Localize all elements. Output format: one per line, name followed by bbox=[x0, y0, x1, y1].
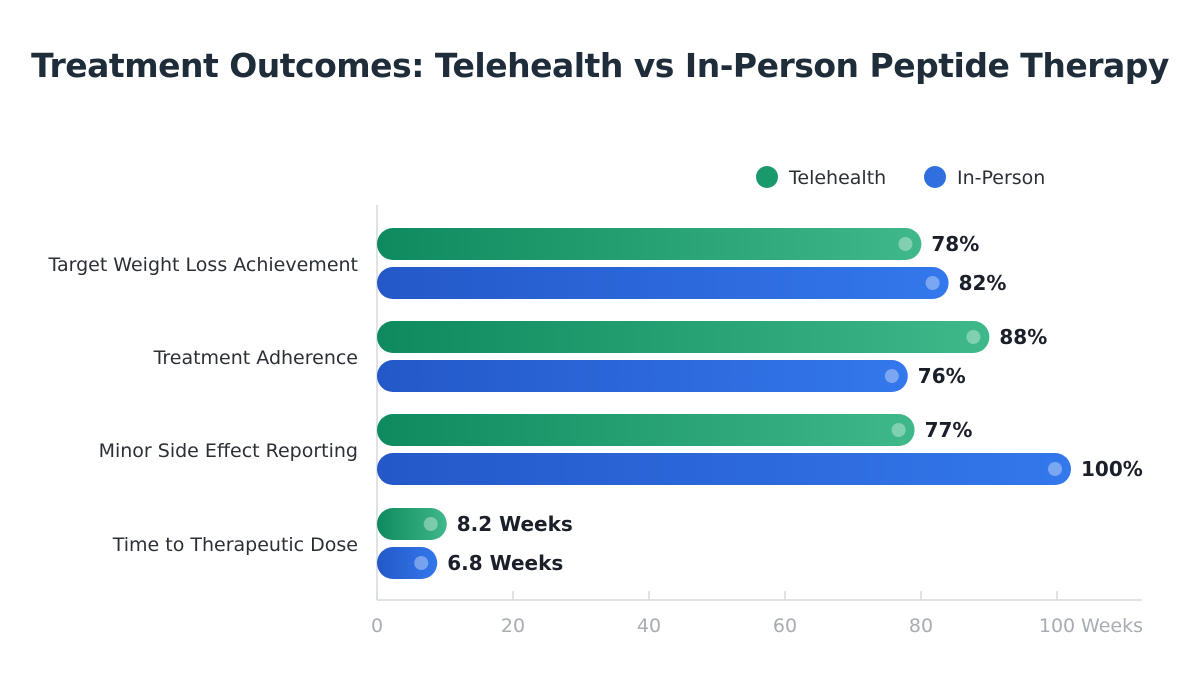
bar-in-person bbox=[377, 453, 1071, 485]
legend-swatch-in-person bbox=[924, 166, 946, 188]
bar-end-dot bbox=[1048, 462, 1062, 476]
bar-end-dot bbox=[414, 556, 429, 570]
legend-label: In-Person bbox=[957, 167, 1045, 189]
x-tick-label: 60 bbox=[773, 615, 797, 637]
x-tick-label: 0 bbox=[371, 615, 383, 637]
bar-end-dot bbox=[925, 276, 940, 290]
bar-end-dot bbox=[423, 517, 438, 531]
bar-telehealth bbox=[377, 508, 447, 540]
legend-label: Telehealth bbox=[788, 167, 886, 189]
legend-swatch-telehealth bbox=[756, 166, 778, 188]
bar-end-dot bbox=[898, 237, 913, 251]
data-label: 100% bbox=[1081, 457, 1143, 481]
category-label: Time to Therapeutic Dose bbox=[112, 534, 358, 556]
x-axis-label: Weeks bbox=[1081, 615, 1143, 637]
data-label: 6.8 Weeks bbox=[447, 551, 563, 575]
data-label: 88% bbox=[999, 325, 1047, 349]
bar-end-dot bbox=[966, 330, 981, 344]
bar-in-person bbox=[377, 547, 438, 579]
category-label: Treatment Adherence bbox=[153, 347, 358, 369]
x-tick-label: 100 bbox=[1039, 615, 1075, 637]
bar-telehealth bbox=[377, 414, 915, 446]
chart-title: Treatment Outcomes: Telehealth vs In-Per… bbox=[31, 46, 1169, 85]
x-tick-label: 40 bbox=[637, 615, 661, 637]
bar-end-dot bbox=[884, 369, 899, 383]
data-label: 77% bbox=[925, 418, 973, 442]
data-label: 78% bbox=[931, 232, 979, 256]
bar-end-dot bbox=[891, 423, 906, 437]
x-tick-label: 80 bbox=[909, 615, 933, 637]
bar-telehealth bbox=[377, 228, 922, 260]
data-label: 76% bbox=[918, 364, 966, 388]
data-label: 82% bbox=[959, 271, 1007, 295]
data-label: 8.2 Weeks bbox=[457, 512, 573, 536]
bar-telehealth bbox=[377, 321, 990, 353]
category-label: Minor Side Effect Reporting bbox=[99, 440, 358, 462]
bar-in-person bbox=[377, 360, 908, 392]
category-label: Target Weight Loss Achievement bbox=[47, 254, 358, 276]
bar-in-person bbox=[377, 267, 949, 299]
x-tick-label: 20 bbox=[501, 615, 525, 637]
